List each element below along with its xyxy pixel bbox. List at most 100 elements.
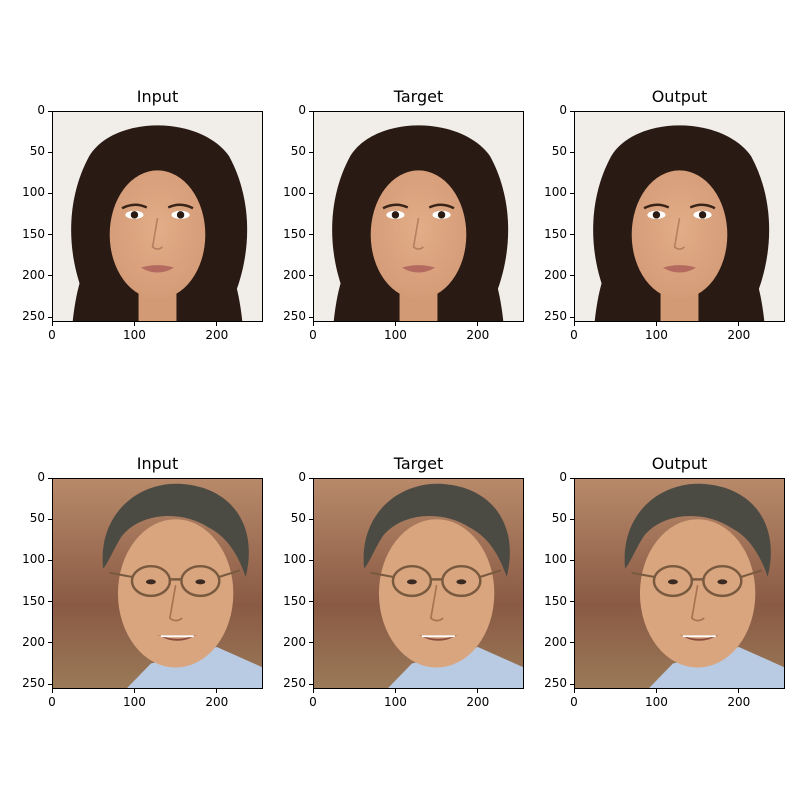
y-tick-mark [309,192,313,194]
y-tick-mark [48,477,52,479]
man-portrait [313,478,524,689]
y-tick-label: 150 [544,226,567,241]
y-tick-mark [309,316,313,318]
y-tick-mark [48,601,52,603]
y-tick-mark [570,601,574,603]
x-tick-mark [133,689,135,693]
y-tick-label: 150 [283,593,306,608]
y-tick-mark [48,110,52,112]
y-tick-mark [48,275,52,277]
subplot-woman-target: Target 0 100 200 0 50 100 150 200 250 [283,87,524,342]
x-tick-mark [51,322,53,326]
y-tick-label: 0 [37,470,45,484]
y-tick-mark [570,192,574,194]
y-tick-mark [309,151,313,153]
x-tick-mark [477,689,479,693]
y-tick-label: 50 [290,511,306,526]
x-tick-mark [573,689,575,693]
subplot-man-output: Output 0 100 200 0 50 100 150 200 250 [544,454,785,709]
face-image [52,111,263,322]
face-image [574,478,785,689]
y-tick-label: 100 [544,185,567,200]
x-tick-label: 100 [644,328,668,342]
y-tick-label: 150 [283,226,306,241]
y-tick-label: 250 [283,676,306,691]
face-image [52,478,263,689]
y-tick-label: 100 [22,552,45,567]
x-tick-label: 200 [466,695,490,709]
x-tick-label: 200 [466,328,490,342]
y-tick-label: 200 [22,267,45,282]
panel-title: Output [651,87,708,106]
y-tick-label: 200 [283,634,306,649]
y-tick-label: 100 [544,552,567,567]
x-tick-label: 200 [205,328,229,342]
y-tick-mark [48,683,52,685]
woman-portrait [313,111,524,322]
face-image [313,111,524,322]
y-tick-mark [48,518,52,520]
x-tick-label: 100 [383,695,407,709]
man-portrait [574,478,785,689]
y-tick-mark [570,559,574,561]
x-tick-label: 0 [48,695,56,709]
x-tick-mark [738,689,740,693]
x-tick-label: 0 [48,328,56,342]
y-tick-mark [309,601,313,603]
y-tick-mark [570,151,574,153]
y-tick-mark [309,275,313,277]
x-tick-mark [216,322,218,326]
y-tick-mark [570,683,574,685]
x-tick-label: 200 [205,695,229,709]
panel-title: Output [651,454,708,473]
x-tick-label: 100 [644,695,668,709]
y-tick-label: 150 [544,593,567,608]
x-tick-mark [216,689,218,693]
y-tick-label: 250 [283,309,306,324]
y-tick-label: 150 [22,593,45,608]
y-tick-label: 100 [22,185,45,200]
y-tick-mark [570,518,574,520]
y-tick-mark [309,559,313,561]
subplot-woman-output: Output 0 100 200 0 50 100 150 200 250 [544,87,785,342]
subplot-man-input: Input 0 100 200 0 50 100 150 200 250 [22,454,263,709]
x-tick-label: 0 [570,695,578,709]
y-tick-label: 0 [559,103,567,117]
face-image [574,111,785,322]
y-tick-label: 250 [22,309,45,324]
y-tick-label: 150 [22,226,45,241]
y-tick-mark [570,316,574,318]
face-image [313,478,524,689]
x-tick-mark [655,322,657,326]
x-tick-label: 200 [727,695,751,709]
y-tick-mark [570,275,574,277]
x-tick-mark [655,689,657,693]
y-tick-mark [570,477,574,479]
x-tick-mark [738,322,740,326]
y-tick-mark [570,642,574,644]
y-tick-mark [309,518,313,520]
x-tick-label: 100 [122,328,146,342]
y-tick-label: 0 [298,470,306,484]
y-tick-mark [309,642,313,644]
x-tick-mark [573,322,575,326]
y-tick-label: 200 [22,634,45,649]
y-tick-label: 250 [544,676,567,691]
subplot-man-target: Target 0 100 200 0 50 100 150 200 250 [283,454,524,709]
y-tick-label: 50 [551,144,567,159]
y-tick-mark [570,234,574,236]
woman-portrait [52,111,263,322]
x-tick-label: 100 [122,695,146,709]
y-tick-label: 100 [283,185,306,200]
y-tick-mark [48,559,52,561]
y-tick-label: 0 [37,103,45,117]
y-tick-label: 250 [544,309,567,324]
x-tick-mark [312,322,314,326]
y-tick-label: 250 [22,676,45,691]
panel-title: Input [136,454,179,473]
subplot-woman-input: Input 0 100 200 0 50 100 150 200 250 [22,87,263,342]
x-tick-mark [394,322,396,326]
x-tick-mark [51,689,53,693]
panel-title: Input [136,87,179,106]
panel-title: Target [393,454,444,473]
